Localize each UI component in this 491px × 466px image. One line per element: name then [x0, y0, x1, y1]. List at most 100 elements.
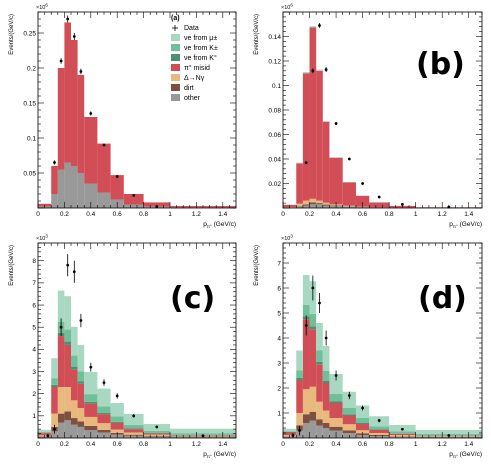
data-point	[447, 205, 451, 209]
data-point	[79, 319, 83, 322]
bar--e-from--7	[97, 388, 111, 407]
bar--e-from-k--4	[71, 366, 78, 370]
bar--n--2	[302, 200, 310, 205]
bar--e-from-k--8	[355, 418, 370, 423]
data-point	[89, 365, 93, 369]
bar-dirt-9	[369, 435, 390, 436]
bar--e-from--1	[296, 350, 303, 371]
legend-title: (a)	[171, 15, 180, 22]
bar--e-from-k--11	[170, 433, 236, 435]
x-tick-label: 0.8	[385, 441, 394, 448]
bar-dirt-3	[64, 411, 71, 421]
bar--e-from--8	[355, 405, 370, 418]
y-tick-label: 0.14	[268, 34, 281, 41]
bar--misid-1	[296, 163, 303, 204]
bar--misid-5	[322, 121, 330, 203]
bar-dirt-4	[71, 418, 78, 425]
bar--misid-3	[64, 344, 71, 388]
bar-other-1	[51, 431, 58, 438]
bar--e-from--1	[296, 162, 303, 164]
bar--misid-1	[296, 380, 303, 413]
panel-label: (d)	[418, 281, 467, 316]
bar--e-from-k--9	[369, 426, 390, 430]
bar-dirt-7	[342, 430, 356, 433]
bar-other-5	[77, 173, 85, 208]
data-point	[347, 394, 351, 397]
bar--misid-3	[64, 22, 71, 163]
x-tick-label: 0	[281, 441, 285, 448]
panel-2: 0 0.2 0.4 0.6 0.8 1 1.2 1.4 0.02 0.04 0.06 0.08 0.1 0…	[254, 3, 483, 229]
bar-dirt-7	[97, 429, 111, 433]
bar--e-from-k--5	[77, 381, 85, 384]
bar--misid-2	[57, 68, 65, 170]
x-tick-label: 0.2	[60, 441, 69, 448]
bar--misid-8	[355, 195, 370, 207]
bar--e-from-k--10	[389, 433, 416, 434]
x-tick-label: 1	[168, 441, 172, 448]
y-tick-label: 0.25	[23, 30, 36, 37]
x-tick-label: 0.8	[139, 211, 148, 218]
bar--misid-7	[97, 143, 111, 193]
legend: (a) Data νe from μ± νe from K± νe from K° π° …	[171, 15, 218, 102]
bar-other-4	[316, 204, 323, 208]
bar-other-3	[64, 162, 71, 208]
bar-other-1	[51, 194, 58, 208]
data-point	[89, 112, 93, 115]
bar--misid-9	[123, 429, 144, 433]
bar--misid-6	[84, 403, 98, 417]
bar--e-from-k--3	[64, 341, 71, 345]
bar--misid-9	[369, 430, 390, 433]
bar--e-from-k--5	[322, 371, 330, 381]
bar-dirt-2	[57, 413, 65, 423]
bar-other-2	[302, 423, 310, 438]
x-tick-label: 1.2	[438, 441, 447, 448]
x-tick-label: 1.2	[192, 441, 201, 448]
x-axis-label: pπ° (GeV/c)	[203, 451, 236, 459]
bar--misid-10	[143, 202, 170, 207]
bar--e-from-k--7	[97, 412, 111, 415]
legend-swatch	[171, 54, 180, 61]
bar--misid-1	[51, 387, 58, 414]
bar--e-from--6	[329, 157, 343, 158]
bar--e-from--5	[322, 120, 330, 122]
bar--n--9	[123, 432, 144, 435]
legend-swatch	[171, 94, 180, 101]
bar-dirt-3	[309, 202, 317, 205]
bar--n--1	[296, 413, 303, 426]
data-point	[46, 434, 50, 438]
x-tick-label: 1	[414, 211, 418, 218]
y-tick-label: 0.15	[23, 100, 36, 107]
bar--e-from-k--10	[143, 430, 170, 433]
legend-label: Data	[184, 25, 199, 32]
data-point	[102, 381, 106, 385]
bar--e-from--4	[316, 69, 323, 71]
bar--misid-8	[110, 422, 124, 430]
x-tick-label: 0.6	[358, 441, 367, 448]
bar--n--1	[296, 203, 303, 207]
y-tick-label: 3	[32, 369, 36, 376]
bar--misid-3	[309, 27, 317, 199]
y-tick-label: 3	[277, 360, 281, 367]
bar-other-5	[77, 426, 85, 438]
bar--e-from--0	[283, 428, 297, 432]
y-tick-label: 0.2	[27, 65, 36, 72]
bar--e-from-k--6	[84, 401, 98, 404]
x-tick-label: 0.8	[385, 211, 394, 218]
bar--e-from-k--0	[38, 432, 52, 433]
bar-other-3	[64, 420, 71, 438]
legend-label: dirt	[184, 85, 194, 92]
bar--misid-5	[322, 383, 330, 411]
bar--e-from-k--7	[342, 414, 356, 416]
bar--e-from-k--5	[77, 371, 85, 382]
legend-label: Δ→Nγ	[184, 75, 205, 82]
y-tick-label: 0.1	[27, 135, 36, 142]
bar--misid-7	[97, 414, 111, 424]
y-tick-label: 7	[32, 280, 36, 287]
data-point	[311, 69, 315, 73]
data-point	[155, 425, 159, 429]
bar--e-from--6	[329, 374, 343, 394]
bar--e-from-k--9	[123, 424, 144, 429]
bar--e-from-k--4	[71, 355, 78, 367]
bar-other-4	[71, 166, 78, 208]
